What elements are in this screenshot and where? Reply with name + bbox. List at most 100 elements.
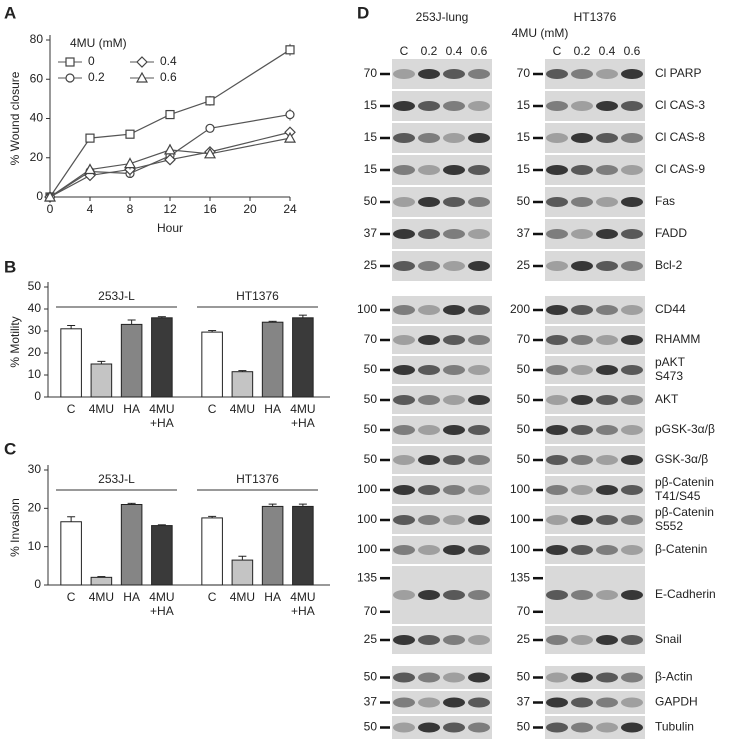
blot-band bbox=[571, 197, 593, 207]
group-label: 253J-L bbox=[98, 472, 135, 486]
x-tick-label: C bbox=[208, 402, 217, 416]
blot-band bbox=[546, 197, 568, 207]
size-marker: 50 bbox=[364, 422, 378, 436]
blot-band bbox=[571, 722, 593, 733]
x-tick-label: C bbox=[67, 590, 76, 604]
blot-band bbox=[418, 69, 440, 79]
blot-band bbox=[468, 69, 490, 79]
x-tick-label: 4MU bbox=[89, 402, 114, 416]
blot-band bbox=[546, 261, 568, 271]
blot-band bbox=[596, 545, 618, 555]
marker bbox=[205, 123, 215, 133]
size-marker: 15 bbox=[517, 162, 531, 176]
blot-band bbox=[393, 722, 415, 733]
blot-band bbox=[571, 545, 593, 555]
size-marker: 50 bbox=[517, 362, 531, 376]
blot-band bbox=[468, 722, 490, 733]
blot-band bbox=[443, 229, 465, 239]
lane-label: 0.6 bbox=[471, 44, 488, 58]
blot-band bbox=[621, 133, 643, 143]
blot-band bbox=[596, 365, 618, 375]
blot-strip bbox=[392, 716, 492, 739]
blot-band bbox=[443, 672, 465, 683]
lane-label: 0.2 bbox=[421, 44, 438, 58]
blot-band bbox=[418, 229, 440, 239]
blot-band bbox=[621, 722, 643, 733]
blot-band bbox=[596, 305, 618, 315]
blot-band bbox=[468, 261, 490, 271]
blot-band bbox=[468, 485, 490, 495]
blot-band bbox=[468, 590, 490, 600]
blot-band bbox=[468, 545, 490, 555]
blot-band bbox=[621, 69, 643, 79]
panel-label: D bbox=[357, 3, 369, 22]
blot-band bbox=[393, 229, 415, 239]
bar bbox=[60, 521, 82, 586]
blot-band bbox=[418, 672, 440, 683]
y-axis-label: % Invasion bbox=[8, 498, 22, 557]
protein-label: CD44 bbox=[655, 302, 686, 316]
size-marker: 15 bbox=[364, 162, 378, 176]
size-marker: 135 bbox=[357, 570, 377, 584]
x-tick-label: 0 bbox=[47, 202, 54, 216]
blot-strip bbox=[545, 386, 645, 414]
protein-label: β-Actin bbox=[655, 670, 693, 684]
blot-band bbox=[418, 365, 440, 375]
blot-band bbox=[393, 197, 415, 207]
blot-band bbox=[468, 455, 490, 465]
blot-band bbox=[393, 335, 415, 345]
size-marker: 100 bbox=[357, 302, 377, 316]
y-axis-label: % Motility bbox=[8, 316, 22, 367]
x-tick-label: 24 bbox=[283, 202, 297, 216]
blot-strip bbox=[392, 187, 492, 217]
blot-band bbox=[621, 545, 643, 555]
bar bbox=[292, 505, 314, 586]
legend-label: 0.6 bbox=[160, 70, 177, 84]
size-marker: 100 bbox=[510, 482, 530, 496]
series-line bbox=[49, 131, 291, 198]
size-marker: 37 bbox=[517, 226, 531, 240]
blot-band bbox=[571, 101, 593, 111]
blot-band bbox=[546, 485, 568, 495]
blot-band bbox=[468, 165, 490, 175]
x-tick-label: 4MU bbox=[89, 590, 114, 604]
blot-band bbox=[418, 197, 440, 207]
y-tick-label: 0 bbox=[36, 189, 43, 203]
blot-band bbox=[571, 672, 593, 683]
blot-band bbox=[393, 165, 415, 175]
bar bbox=[120, 504, 143, 586]
blot-band bbox=[418, 455, 440, 465]
blot-band bbox=[546, 395, 568, 405]
group-label: HT1376 bbox=[236, 472, 279, 486]
blot-band bbox=[393, 305, 415, 315]
bar bbox=[151, 525, 173, 586]
x-tick-label: HA bbox=[123, 402, 140, 416]
protein-label: pGSK-3α/β bbox=[655, 422, 715, 436]
marker bbox=[164, 153, 176, 166]
bar bbox=[231, 559, 254, 586]
blot-band bbox=[621, 395, 643, 405]
legend-label: 0 bbox=[88, 54, 95, 68]
bar bbox=[201, 331, 223, 398]
bar bbox=[151, 317, 173, 398]
blot-band bbox=[393, 672, 415, 683]
blot-band bbox=[621, 635, 643, 645]
size-marker: 15 bbox=[517, 98, 531, 112]
bar bbox=[90, 576, 113, 586]
blot-band bbox=[571, 165, 593, 175]
bar bbox=[231, 371, 254, 398]
size-marker: 50 bbox=[517, 194, 531, 208]
blot-band bbox=[621, 697, 643, 708]
blot-band bbox=[546, 229, 568, 239]
blot-band bbox=[443, 165, 465, 175]
marker bbox=[163, 143, 177, 155]
blot-band bbox=[546, 590, 568, 600]
protein-label: Tubulin bbox=[655, 720, 694, 734]
marker bbox=[85, 133, 95, 143]
y-axis-label: % Wound closure bbox=[8, 71, 22, 165]
size-marker: 100 bbox=[357, 542, 377, 556]
blot-strip bbox=[392, 59, 492, 89]
blot-band bbox=[468, 335, 490, 345]
blot-band bbox=[468, 672, 490, 683]
blot-strip bbox=[545, 691, 645, 714]
